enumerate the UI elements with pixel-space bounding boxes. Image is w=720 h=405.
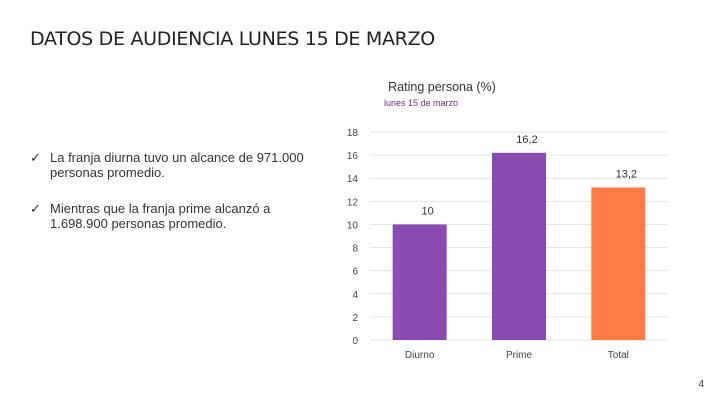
chart-title: Rating persona (%) <box>388 80 496 94</box>
bar-total <box>591 187 646 340</box>
check-icon: ✓ <box>30 150 41 165</box>
slide-title: DATOS DE AUDIENCIA LUNES 15 DE MARZO <box>30 28 435 50</box>
y-tick-label: 0 <box>352 336 358 347</box>
bullet-list: ✓ La franja diurna tuvo un alcance de 97… <box>30 150 320 252</box>
bullet-text: La franja diurna tuvo un alcance de 971.… <box>50 150 304 180</box>
x-tick-label: Total <box>608 350 629 361</box>
bar-diurno <box>392 224 447 340</box>
data-label: 13,2 <box>616 168 637 180</box>
chart-subtitle: lunes 15 de marzo <box>384 98 458 108</box>
y-tick-label: 10 <box>347 220 359 231</box>
page-number: 4 <box>698 379 704 390</box>
bullet-item: ✓ La franja diurna tuvo un alcance de 97… <box>30 150 320 180</box>
y-tick-label: 8 <box>352 244 358 255</box>
y-tick-label: 16 <box>347 151 359 162</box>
y-tick-label: 2 <box>352 313 358 324</box>
data-label: 16,2 <box>516 134 537 146</box>
data-label: 10 <box>422 205 434 217</box>
bar-prime <box>492 152 546 340</box>
y-tick-label: 12 <box>347 197 359 208</box>
bullet-text: Mientras que la franja prime alcanzó a 1… <box>50 201 271 231</box>
y-tick-label: 6 <box>352 267 358 278</box>
check-icon: ✓ <box>30 201 41 216</box>
x-tick-label: Prime <box>506 350 533 361</box>
y-tick-label: 4 <box>352 290 358 301</box>
y-tick-label: 14 <box>347 174 359 185</box>
y-tick-label: 18 <box>347 128 359 139</box>
x-tick-label: Diurno <box>405 350 435 361</box>
bullet-item: ✓ Mientras que la franja prime alcanzó a… <box>30 201 320 231</box>
